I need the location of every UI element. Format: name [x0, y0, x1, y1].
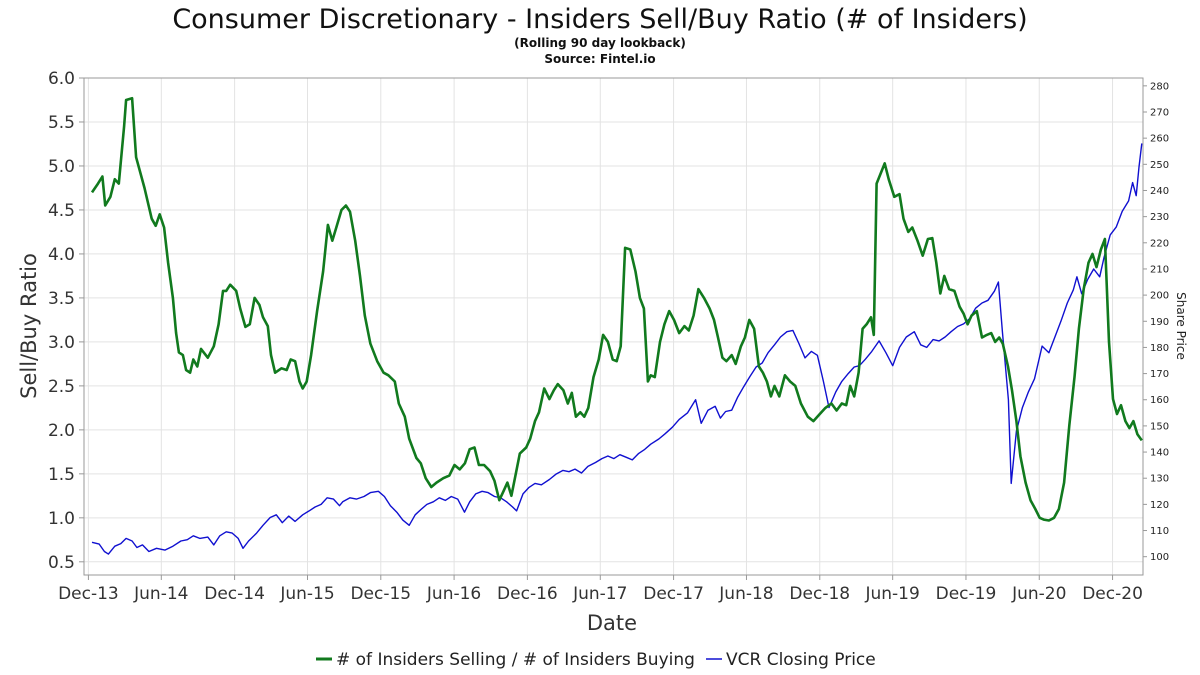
chart-title: Consumer Discretionary - Insiders Sell/B…: [172, 4, 1027, 35]
y2-tick-label: 120: [1150, 500, 1169, 511]
y-tick-label: 3.0: [48, 333, 75, 353]
y-tick-label: 4.5: [48, 201, 75, 221]
series-layer: [90, 96, 1143, 555]
grid-layer: [84, 77, 1143, 575]
x-tick-label: Jun-15: [279, 584, 334, 604]
y-tick-label: 5.5: [48, 113, 75, 133]
chart-subtitle-line-1: (Rolling 90 day lookback): [514, 36, 686, 50]
x-tick-label: Dec-20: [1082, 584, 1143, 604]
y-tick-label: 2.0: [48, 421, 75, 441]
y2-tick-label: 200: [1150, 291, 1169, 302]
x-tick-label: Dec-17: [643, 584, 704, 604]
series-line-sell-buy-ratio: [90, 96, 1143, 522]
y2-tick-label: 110: [1150, 526, 1169, 537]
x-tick-label: Jun-17: [572, 584, 627, 604]
y2-tick-label: 140: [1150, 448, 1169, 459]
y-axis-ticks: 0.5 1.0 1.5 2.0 2.5 3.0 3.5 4.0 4.5 5.0 5.5 6.0: [48, 69, 84, 573]
y2-tick-label: 130: [1150, 474, 1169, 485]
y-axis-label: Sell/Buy Ratio: [17, 253, 41, 399]
legend-label-sell-buy-ratio: # of Insiders Selling / # of Insiders Bu…: [336, 650, 695, 670]
x-tick-label: Dec-14: [204, 584, 265, 604]
y2-tick-label: 190: [1150, 317, 1169, 328]
y2-tick-label: 170: [1150, 369, 1169, 380]
y2-tick-label: 270: [1150, 108, 1169, 119]
x-tick-label: Dec-19: [936, 584, 997, 604]
y2-tick-label: 230: [1150, 212, 1169, 223]
x-tick-label: Dec-16: [497, 584, 558, 604]
y-tick-label: 4.0: [48, 245, 75, 265]
y2-tick-label: 180: [1150, 343, 1169, 354]
chart-subtitle-line-2: Source: Fintel.io: [544, 52, 655, 66]
y-tick-label: 2.5: [48, 377, 75, 397]
x-axis-ticks: Dec-13 Jun-14 Dec-14 Jun-15 Dec-15 Jun-16 Dec-…: [58, 575, 1143, 604]
x-tick-label: Dec-18: [789, 584, 850, 604]
x-tick-label: Dec-13: [58, 584, 119, 604]
x-tick-label: Jun-18: [718, 584, 773, 604]
y-tick-label: 1.5: [48, 465, 75, 485]
y2-tick-label: 280: [1150, 81, 1169, 92]
y-tick-label: 0.5: [48, 553, 75, 573]
y2-tick-label: 220: [1150, 238, 1169, 249]
y2-tick-label: 240: [1150, 186, 1169, 197]
y2-tick-label: 160: [1150, 395, 1169, 406]
y2-tick-label: 260: [1150, 134, 1169, 145]
x-tick-label: Dec-15: [350, 584, 411, 604]
y2-tick-label: 150: [1150, 421, 1169, 432]
y-tick-label: 1.0: [48, 509, 75, 529]
x-tick-label: Jun-16: [426, 584, 481, 604]
x-axis-label: Date: [587, 611, 637, 635]
y2-axis-ticks: 100 110 120 130 140 150 160 170 180 190 200 210 220 2…: [1143, 81, 1169, 563]
y-tick-label: 5.0: [48, 157, 75, 177]
legend: # of Insiders Selling / # of Insiders Bu…: [316, 650, 876, 670]
series-line-vcr-closing-price: [91, 143, 1143, 555]
legend-label-vcr-price: VCR Closing Price: [726, 650, 876, 670]
y2-tick-label: 100: [1150, 552, 1169, 563]
x-tick-label: Jun-14: [133, 584, 188, 604]
x-tick-label: Jun-19: [864, 584, 919, 604]
y2-axis-label: Share Price: [1174, 292, 1188, 360]
y2-tick-label: 210: [1150, 264, 1169, 275]
y2-tick-label: 250: [1150, 160, 1169, 171]
y-tick-label: 3.5: [48, 289, 75, 309]
x-tick-label: Jun-20: [1011, 584, 1066, 604]
y-tick-label: 6.0: [48, 69, 75, 89]
plot-frame: [83, 77, 1144, 576]
